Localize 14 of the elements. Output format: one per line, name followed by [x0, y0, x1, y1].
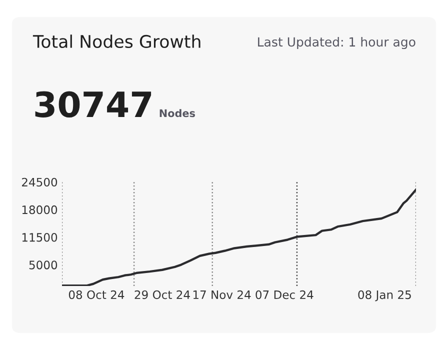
- chart-subtitle: Last Updated: 1 hour ago: [258, 36, 416, 50]
- y-tick-label: 18000: [22, 205, 58, 214]
- y-tick-label: 5000: [29, 260, 58, 270]
- x-tick-label: 08 Oct 24: [68, 290, 124, 300]
- x-tick-label: 29 Oct 24: [134, 290, 190, 300]
- chart-title: Total Nodes Growth: [32, 34, 200, 48]
- x-tick-label: 08 Jan 25: [358, 290, 411, 302]
- x-tick-label: 07 Dec 24: [256, 290, 314, 300]
- x-tick-label: 17 Nov 24: [193, 290, 251, 300]
- y-tick-label: 24500: [22, 178, 58, 187]
- text: Nodes: [160, 109, 195, 118]
- text: 30747: [35, 91, 152, 118]
- line-series: [62, 188, 416, 286]
- y-tick-label: 11500: [22, 233, 58, 242]
